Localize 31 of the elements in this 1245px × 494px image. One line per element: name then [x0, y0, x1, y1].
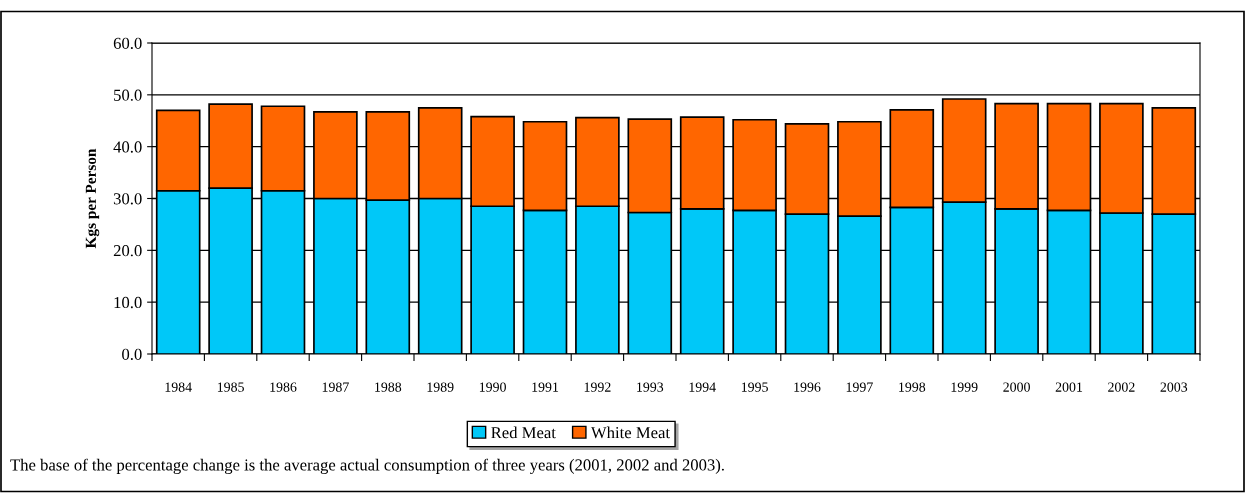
x-tick-label: 1990 — [479, 382, 506, 392]
y-tick-label: 0.0 — [122, 348, 142, 361]
legend-label: White Meat — [590, 426, 670, 439]
y-tick-label: 10.0 — [114, 296, 142, 309]
x-tick-label: 1986 — [270, 382, 297, 392]
text: The base of the percentage change is the average actual consumption of three years (2001, 2002 and 2003). — [10, 458, 724, 474]
x-tick-label: 1995 — [741, 382, 768, 392]
y-axis-title: Kgs per Person — [85, 148, 100, 249]
y-tick-label: 20.0 — [113, 245, 142, 257]
x-tick-label: 1985 — [217, 382, 244, 392]
x-tick-label: 1999 — [951, 382, 978, 392]
x-tick-label: 2000 — [1003, 382, 1030, 392]
y-tick-label: 60.0 — [113, 37, 142, 50]
x-tick-label: 2003 — [1160, 382, 1188, 392]
x-tick-label: 1992 — [584, 382, 611, 392]
x-tick-label: 1994 — [689, 382, 716, 392]
y-tick-label: 40.0 — [113, 141, 142, 153]
y-tick-label: 50.0 — [114, 89, 142, 101]
x-tick-label: 1993 — [637, 382, 664, 392]
x-tick-label: 1998 — [899, 382, 926, 392]
x-tick-label: 2001 — [1055, 382, 1083, 392]
y-tick-label: 30.0 — [113, 193, 142, 205]
x-tick-label: 1997 — [846, 382, 873, 392]
x-tick-label: 1988 — [375, 382, 402, 392]
x-tick-label: 1991 — [532, 382, 559, 392]
legend-label: Red Meat — [491, 426, 556, 439]
x-tick-label: 1987 — [322, 382, 349, 392]
x-tick-label: 1984 — [165, 382, 192, 392]
x-tick-label: 1996 — [794, 382, 821, 392]
x-tick-label: 1989 — [427, 382, 454, 392]
x-tick-label: 2002 — [1108, 382, 1135, 392]
